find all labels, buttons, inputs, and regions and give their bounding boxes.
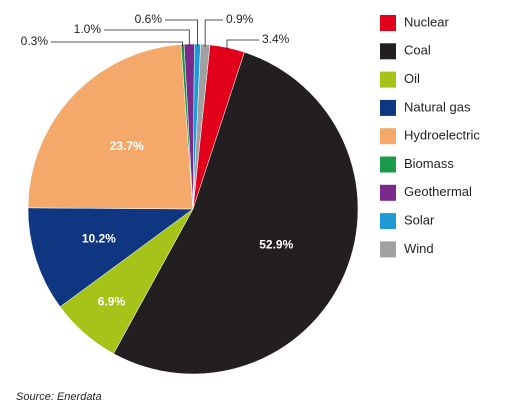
slice-label: 23.7% (110, 139, 144, 153)
slice-label: 52.9% (259, 237, 293, 251)
legend-label: Natural gas (404, 99, 471, 114)
leader-line (104, 29, 190, 47)
leader-line (165, 19, 198, 47)
slice-label: 0.3% (21, 34, 49, 48)
legend-swatch (380, 43, 396, 60)
legend-label: Nuclear (404, 14, 449, 29)
pie-slice (27, 207, 194, 308)
legend-label: Hydroelectric (404, 128, 480, 143)
legend-label: Solar (404, 213, 435, 228)
leader-line (226, 39, 259, 50)
slice-label: 10.2% (82, 232, 116, 246)
legend-swatch (380, 128, 396, 145)
slice-label: 0.6% (135, 12, 163, 26)
legend-swatch (380, 99, 396, 116)
slice-label: 0.9% (226, 12, 254, 26)
legend-label: Oil (404, 71, 420, 86)
source-note: Source: Enerdata (16, 391, 102, 403)
legend-label: Biomass (404, 156, 454, 171)
slice-label: 3.4% (262, 32, 290, 46)
legend-swatch (380, 241, 396, 258)
pie-slice (113, 51, 359, 375)
legend-label: Geothermal (404, 184, 472, 199)
pie-slice (27, 44, 194, 210)
leader-line (204, 19, 223, 47)
slice-label: 1.0% (74, 22, 102, 36)
legend-label: Wind (404, 241, 434, 256)
leader-line (51, 41, 184, 47)
legend-swatch (380, 184, 396, 201)
legend-swatch (380, 71, 396, 88)
legend-swatch (380, 213, 396, 230)
slice-label: 6.9% (98, 294, 126, 308)
legend-swatch (380, 15, 396, 31)
legend-swatch (380, 156, 396, 173)
legend-label: Coal (404, 43, 431, 58)
